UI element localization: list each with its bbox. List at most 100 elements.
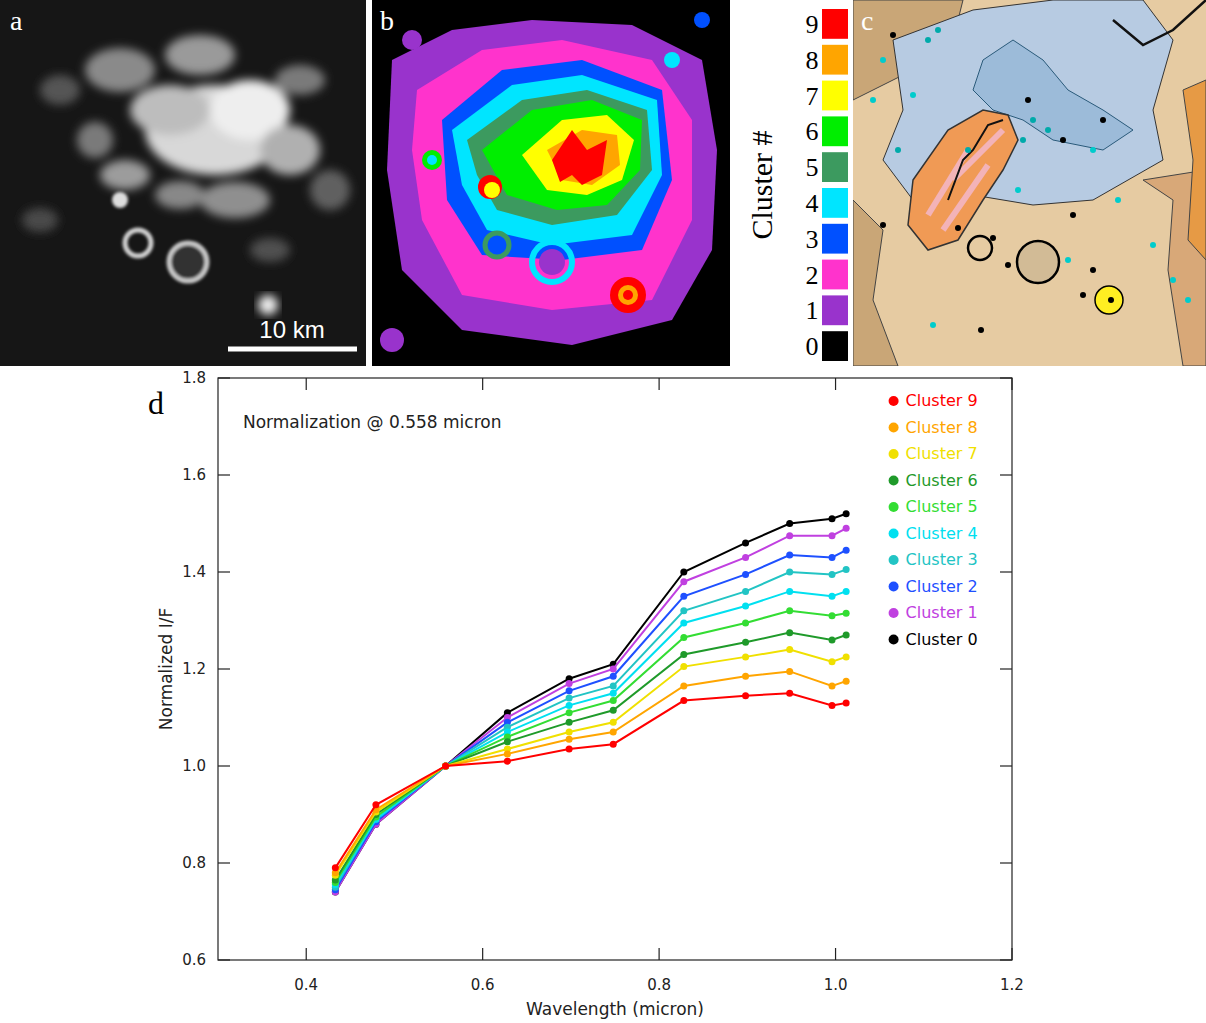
figure: 10 kmabCluster #0123456789cd0.40.60.81.0… [0, 0, 1206, 1023]
x-tick [1011, 948, 1012, 960]
bright-crater [258, 295, 278, 315]
series-line [335, 591, 846, 884]
colorbar-swatch [822, 224, 848, 254]
map-dot [1030, 117, 1036, 123]
panel-c: c [853, 0, 1206, 366]
colorbar-tick-label: 7 [806, 82, 819, 111]
colorbar-tick-label: 4 [806, 189, 819, 218]
series-point [610, 690, 617, 697]
series-point [566, 687, 573, 694]
series-point [829, 636, 836, 643]
series-point [829, 593, 836, 600]
series-point [442, 763, 449, 770]
hatch [953, 130, 1003, 180]
series-point [786, 668, 793, 675]
y-tick [218, 959, 230, 960]
map-dot [1025, 97, 1031, 103]
series-point [610, 697, 617, 704]
series-point [610, 673, 617, 680]
legend-marker [889, 635, 899, 645]
legend-marker [889, 476, 899, 486]
bright-areas [22, 35, 350, 262]
series-point [742, 692, 749, 699]
y-tick-right [1000, 474, 1012, 475]
series-line [335, 650, 846, 876]
image-background [0, 0, 366, 366]
crater-rim [485, 233, 509, 257]
series-point [680, 593, 687, 600]
legend-label: Cluster 3 [906, 550, 978, 569]
crater [1017, 241, 1059, 283]
series-point [829, 515, 836, 522]
series-point [742, 673, 749, 680]
y-tick-right [1000, 571, 1012, 572]
legend-marker [889, 529, 899, 539]
legend-marker [889, 608, 899, 618]
map-dot [880, 57, 886, 63]
series-point [786, 532, 793, 539]
y-tick-right [1000, 668, 1012, 669]
y-tick-label: 1.0 [182, 757, 206, 775]
map-dot [978, 327, 984, 333]
cluster-region [412, 40, 692, 310]
bright-patch [155, 181, 205, 209]
series-point [442, 763, 449, 770]
map-dot [1020, 137, 1026, 143]
series-point [829, 571, 836, 578]
data-group [332, 510, 850, 895]
colorbar-swatch [822, 260, 848, 290]
series-point [786, 520, 793, 527]
bright-crater [112, 192, 128, 208]
series-point [680, 682, 687, 689]
colorbar-swatch [822, 331, 848, 361]
series-point [566, 702, 573, 709]
series-point [442, 763, 449, 770]
scale-bar-label: 10 km [259, 316, 324, 343]
colorbar-tick-label: 1 [806, 296, 819, 325]
bright-patch [40, 75, 80, 105]
x-tick [835, 948, 836, 960]
series-point [566, 729, 573, 736]
series-point [742, 571, 749, 578]
legend-marker [889, 449, 899, 459]
y-tick [218, 862, 230, 863]
panel-letter: c [861, 5, 873, 36]
map-dot [1060, 137, 1066, 143]
cluster-spot [380, 328, 404, 352]
legend-marker [889, 582, 899, 592]
bright-patch [250, 238, 290, 262]
legend-marker [889, 423, 899, 433]
x-tick-label: 1.0 [824, 976, 848, 994]
y-tick-label: 1.2 [182, 660, 206, 678]
cluster-spot [427, 155, 437, 165]
x-tick [306, 948, 307, 960]
map-dot [1115, 197, 1121, 203]
bright-patch [260, 125, 320, 175]
series-line [335, 611, 846, 883]
series-point [504, 758, 511, 765]
x-tick-label: 0.6 [471, 976, 495, 994]
y-tick-label: 0.8 [182, 854, 206, 872]
map-background [853, 0, 1206, 366]
y-tick-right [1000, 377, 1012, 378]
map-dot [935, 27, 941, 33]
plot-frame [218, 378, 1012, 960]
series-point [680, 619, 687, 626]
y-tick-right [1000, 959, 1012, 960]
colorbar-tick-label: 9 [806, 10, 819, 39]
cluster-region [442, 60, 672, 260]
series-point [742, 653, 749, 660]
bright-patch [22, 208, 58, 232]
map-dot [955, 225, 961, 231]
map-background [372, 0, 730, 366]
cluster-region [522, 115, 634, 195]
chart-title: Normalization @ 0.558 micron [243, 412, 501, 432]
map-dot [1185, 297, 1191, 303]
map-dot [1090, 267, 1096, 273]
colorbar-swatch [822, 81, 848, 111]
y-tick [218, 377, 230, 378]
x-tick-top [1011, 378, 1012, 390]
scale-bar [228, 347, 357, 352]
scarp [948, 120, 1003, 200]
x-tick [659, 948, 660, 960]
